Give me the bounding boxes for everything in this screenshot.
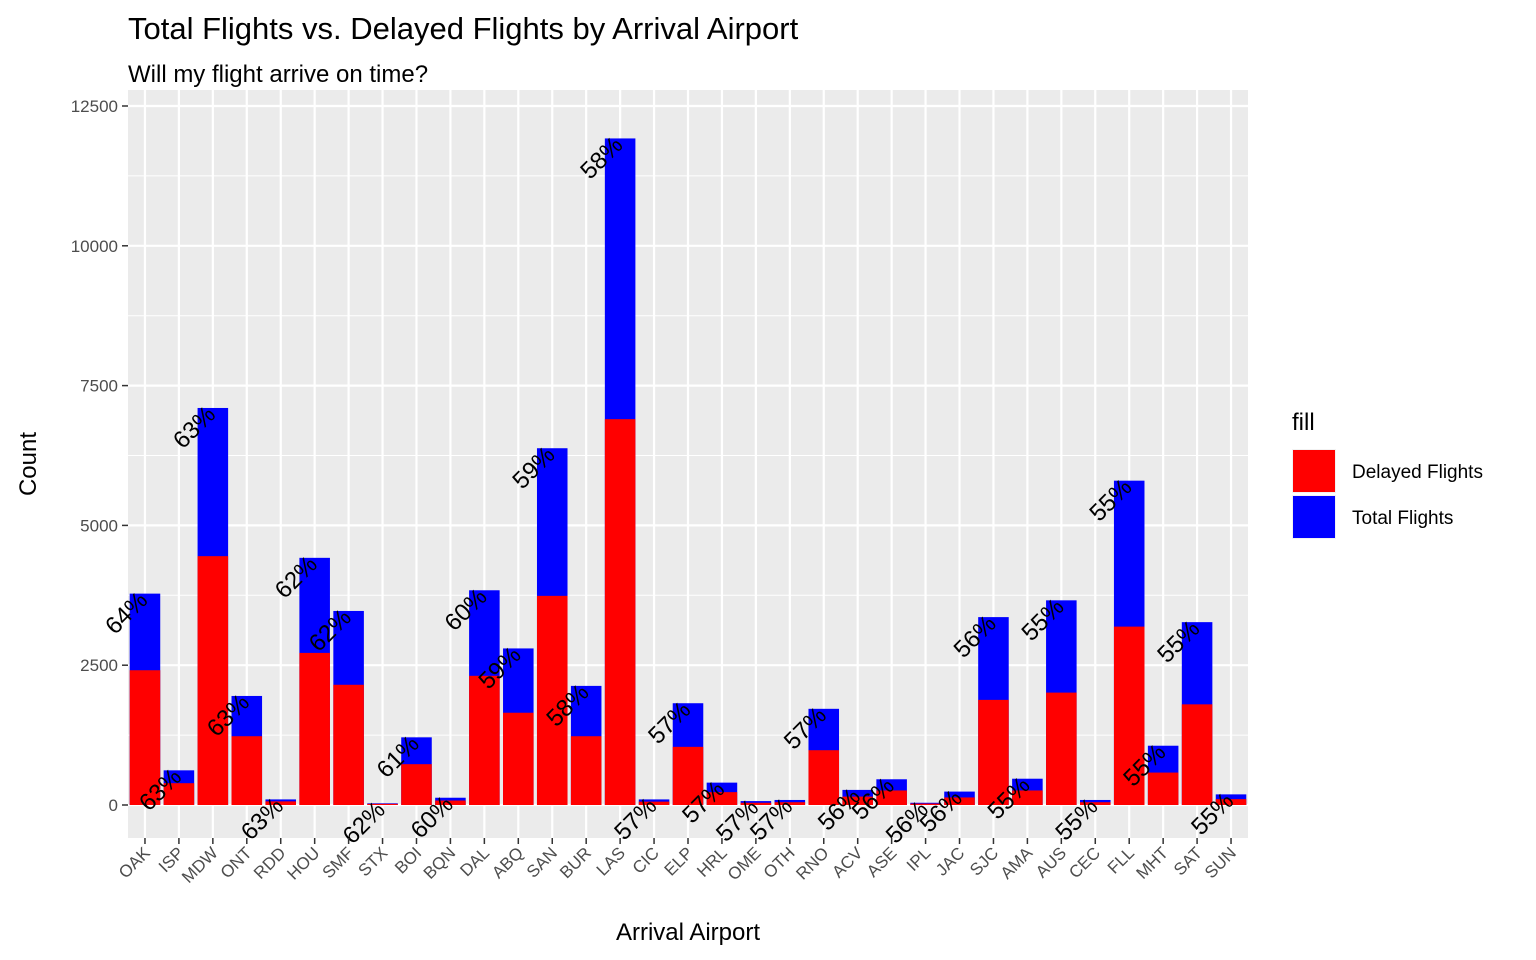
x-tick-label: MHT (1133, 843, 1172, 882)
bar-delayed-bqn (435, 800, 466, 805)
x-tick-label: JAC (932, 843, 968, 879)
bar-delayed-oth (774, 802, 806, 805)
legend-label: Total Flights (1352, 508, 1453, 529)
bar-delayed-sun (1215, 799, 1247, 805)
bar-delayed-smf (333, 684, 364, 805)
bar-delayed-san (536, 595, 568, 805)
x-tick-label: OTH (760, 843, 799, 882)
bar-delayed-jac (944, 797, 975, 805)
legend-title: fill (1292, 409, 1315, 436)
bar-delayed-sat (1181, 704, 1213, 805)
x-tick-label: STX (355, 843, 392, 880)
legend: fill Delayed Flights Total Flights (1292, 409, 1483, 539)
x-tick-label: SJC (966, 843, 1002, 879)
bar-delayed-ipl (910, 803, 941, 805)
x-tick-label: BQN (420, 843, 459, 882)
y-tick-label: 0 (109, 796, 118, 815)
y-tick-label: 10000 (71, 237, 118, 256)
x-tick-label: OME (724, 843, 765, 884)
bar-delayed-cic (638, 801, 670, 805)
x-tick-label: AUS (1032, 843, 1070, 881)
bar-delayed-abq (503, 712, 534, 805)
x-tick-label: HOU (283, 843, 323, 883)
bar-delayed-boi (401, 764, 432, 805)
bar-delayed-ama (1012, 790, 1043, 805)
bars (129, 138, 1247, 805)
bar-delayed-dal (469, 675, 500, 805)
bar-delayed-las (604, 419, 636, 805)
bar-delayed-rno (808, 750, 840, 805)
x-tick-label: FLL (1104, 843, 1138, 877)
bar-delayed-hrl (706, 792, 738, 805)
x-tick-label: OAK (115, 843, 154, 882)
x-tick-label: ABQ (488, 843, 527, 882)
bar-delayed-sjc (978, 699, 1009, 805)
x-tick-label: ACV (828, 843, 867, 882)
x-tick-label: HRL (693, 843, 730, 880)
x-tick-label: RNO (792, 843, 832, 883)
x-tick-label: BUR (556, 843, 595, 882)
y-tick-label: 2500 (80, 656, 118, 675)
x-tick-label: CEC (1065, 843, 1104, 882)
bar-delayed-elp (672, 746, 704, 805)
x-tick-label: BOI (391, 843, 425, 877)
bar-delayed-aus (1046, 692, 1077, 805)
bar-delayed-hou (299, 652, 330, 805)
y-tick-label: 5000 (80, 516, 118, 535)
bar-delayed-bur (570, 736, 602, 805)
bar-delayed-rdd (265, 801, 296, 805)
x-tick-label: DAL (456, 843, 493, 880)
bar-delayed-ase (876, 790, 907, 805)
bar-delayed-isp (163, 783, 195, 805)
bar-delayed-acv (842, 796, 873, 805)
x-tick-label: IPL (903, 843, 934, 874)
bar-delayed-stx (367, 803, 398, 805)
bar-delayed-oak (129, 670, 161, 805)
legend-swatch (1293, 450, 1335, 492)
x-tick-label: SAN (523, 843, 561, 881)
y-axis: 0 2500 5000 7500 10000 12500 (71, 97, 128, 815)
x-tick-label: AMA (997, 843, 1037, 883)
x-tick-label: CIC (629, 843, 663, 877)
x-tick-label: LAS (593, 843, 629, 879)
chart-title: Total Flights vs. Delayed Flights by Arr… (128, 11, 799, 46)
x-tick-label: ASE (863, 843, 900, 880)
y-tick-label: 12500 (71, 97, 118, 116)
bar-delayed-mdw (197, 556, 229, 805)
x-tick-label: ELP (661, 843, 697, 879)
x-tick-label: MDW (178, 843, 221, 886)
legend-swatch (1293, 496, 1335, 538)
x-tick-label: ONT (217, 843, 256, 882)
x-tick-label: RDD (250, 843, 289, 882)
bar-delayed-ome (740, 802, 772, 805)
y-tick-label: 7500 (80, 377, 118, 396)
chart-subtitle: Will my flight arrive on time? (128, 61, 429, 88)
bar-delayed-ont (231, 736, 263, 805)
x-axis-title: Arrival Airport (616, 919, 760, 946)
bar-delayed-mht (1147, 772, 1179, 805)
legend-label: Delayed Flights (1352, 462, 1483, 483)
x-tick-label: SMF (319, 843, 358, 882)
bar-delayed-cec (1080, 802, 1111, 805)
y-axis-title: Count (15, 432, 42, 496)
bar-delayed-fll (1113, 626, 1145, 805)
x-tick-label: SUN (1201, 843, 1240, 882)
x-tick-label: SAT (1170, 843, 1206, 879)
